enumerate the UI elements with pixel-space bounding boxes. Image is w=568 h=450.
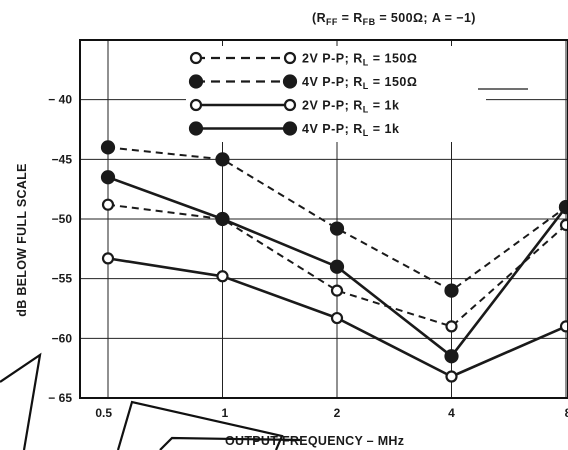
x-tick-label: 1 [222,406,229,420]
legend-label-4: 4V P-P; RL = 1k [302,122,399,138]
legend-label-3: 2V P-P; RL = 1k [302,99,399,115]
legend-marker-2 [188,74,204,89]
data-point-series-1 [559,218,568,232]
data-point-series-3 [559,320,568,333]
legend: 2V P-P; RL = 150Ω 4V P-P; RL = 150Ω 2V P-P… [186,46,528,142]
data-point-series-3 [445,370,458,383]
legend-marker-3 [283,98,297,112]
rff-subscript: FF [326,17,338,27]
conditions-note: (RFF = RFB = 500Ω; A = −1) [312,11,476,27]
legend-marker-1 [283,51,297,65]
x-tick-label: 8 [565,406,568,420]
x-axis-label: OUTPUT FREQUENCY – MHz [225,434,404,448]
legend-label-1: 2V P-P; RL = 150Ω [302,52,417,68]
plot-frame [79,39,568,399]
y-tick-label: −60 [52,331,73,345]
series-line-1 [107,203,567,328]
y-tick-label: − 40 [48,93,72,107]
data-point-series-4 [100,170,116,185]
data-point-series-3 [216,270,229,283]
y-tick-label: −55 [52,272,73,286]
series-layer [100,140,568,383]
legend-marker-4 [282,121,298,136]
scan-artifact-lines [0,352,301,450]
data-point-series-2 [329,221,345,236]
tick-labels: − 40 −45 −50 −55 −60 − 65 0.5 1 2 4 8 [48,93,568,420]
x-tick-label: 4 [448,406,455,420]
data-point-series-1 [330,284,344,297]
data-point-series-1 [101,198,115,211]
plot-border [79,39,568,399]
legend-label-2: 4V P-P; RL = 150Ω [302,75,417,91]
data-point-series-4 [215,211,230,227]
data-point-series-3 [330,311,344,325]
data-point-series-4 [329,259,345,274]
data-point-series-3 [101,252,115,265]
data-point-series-4 [444,349,459,364]
legend-marker-4 [188,121,204,136]
x-tick-label: 2 [334,406,341,420]
y-tick-label: −45 [52,152,73,166]
legend-marker-3 [189,98,203,112]
y-tick-label: − 65 [48,391,72,405]
legend-marker-1 [189,51,203,65]
y-axis-label: dB BELOW FULL SCALE [15,163,29,316]
x-tick-label: 0.5 [95,406,112,420]
series-line-2 [107,146,567,292]
data-point-series-4 [558,199,568,215]
data-point-series-2 [100,140,116,155]
data-point-series-1 [445,320,458,333]
y-tick-label: −50 [52,212,73,226]
rfb-subscript: FB [363,17,376,27]
data-point-series-2 [215,152,230,167]
legend-marker-2 [282,74,298,89]
data-point-series-2 [444,283,459,298]
legend-background [186,46,486,142]
